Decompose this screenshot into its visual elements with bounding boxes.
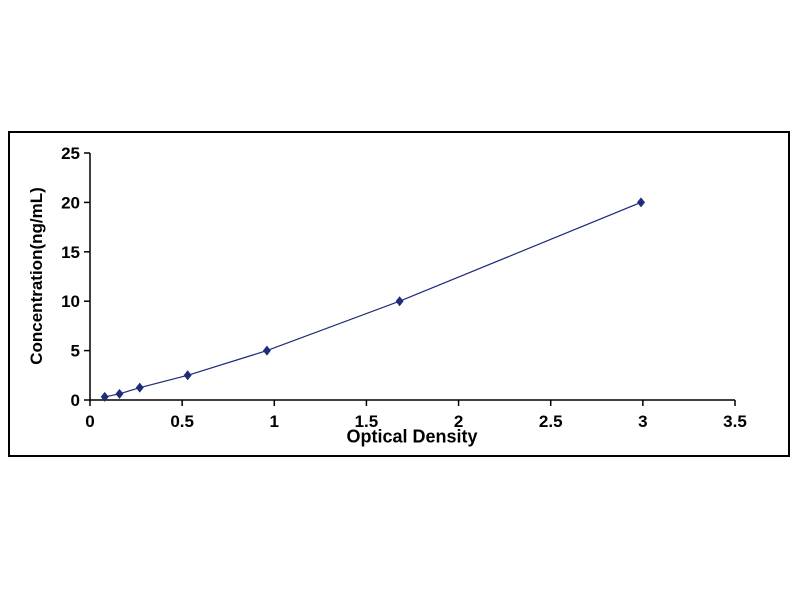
x-tick-label: 3 [638,412,647,431]
x-tick-label: 1.5 [355,412,379,431]
x-tick-label: 0.5 [170,412,194,431]
y-tick-label: 25 [61,144,80,163]
x-tick-label: 2.5 [539,412,563,431]
y-tick-label: 20 [61,193,80,212]
x-tick-label: 3.5 [723,412,747,431]
x-tick-label: 0 [85,412,94,431]
data-point-marker [637,197,646,208]
data-point-marker [100,391,109,402]
x-tick-label: 1 [270,412,279,431]
y-tick-label: 0 [71,391,80,410]
chart-frame: 0 0.5 1 1.5 2 2.5 3 3.5 0 5 10 15 20 25 Concentration… [8,131,790,457]
x-axis-title: Optical Density [346,426,478,447]
data-point-marker [115,388,124,399]
data-point-marker [262,345,271,356]
y-tick-label: 5 [71,342,80,361]
data-point-marker [135,382,144,393]
x-tick-label: 2 [454,412,463,431]
y-tick-label: 15 [61,243,80,262]
y-axis-title: Concentration(ng/mL) [27,187,46,365]
data-point-marker [183,370,192,381]
series-line [104,201,642,398]
data-point-marker [395,296,404,307]
standard-curve-plot: 0 0.5 1 1.5 2 2.5 3 3.5 0 5 10 15 20 25 [61,144,747,431]
y-tick-label: 10 [61,292,80,311]
